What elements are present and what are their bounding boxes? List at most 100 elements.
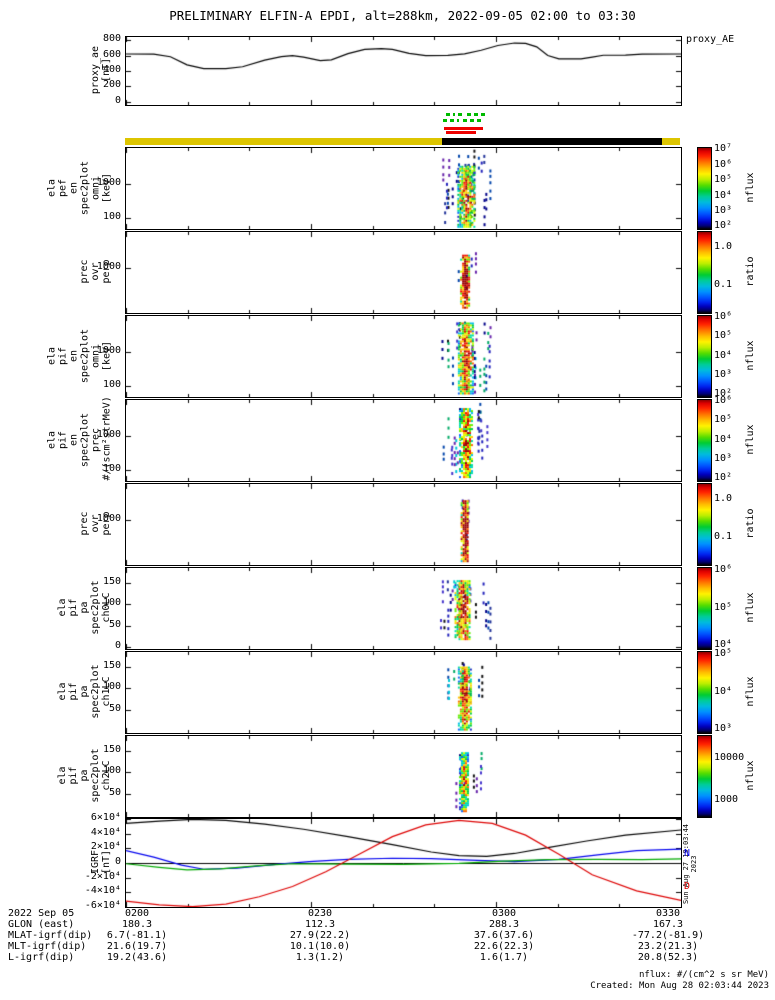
orbit-track-bar <box>125 138 442 145</box>
colorbar-label-pif_pa_ch0LC: 10⁴ <box>714 638 733 650</box>
panel-pif_en_omni <box>125 315 682 398</box>
colorbar-label-pif_en_prec: 10² <box>714 471 733 483</box>
footer-flux-units: nflux: #/(cm^2 s sr MeV) <box>638 970 769 980</box>
ytick-label-igrf: 6×10⁴ <box>90 812 121 823</box>
colorbar-title-prec_ovr_perp_1: ratio <box>744 256 756 287</box>
orbit-track-bar <box>441 138 663 145</box>
plot-area-pef_en_omni <box>126 148 681 229</box>
colorbar-label-pif_en_omni: 10³ <box>714 368 733 380</box>
ytick-label-pif_en_omni: 1000 <box>96 344 121 356</box>
colorbar-label-prec_ovr_perp_2: 1.0 <box>714 493 733 505</box>
colorbar-label-pif_en_omni: 10² <box>714 387 733 399</box>
colorbar-label-pif_en_prec: 10⁶ <box>714 395 733 407</box>
plot-area-pif_pa_ch0LC <box>126 568 681 649</box>
ytick-label-pif_en_prec: 1000 <box>96 428 121 440</box>
burst-window-green-bar <box>445 113 456 116</box>
colorbar-pif_en_omni <box>697 315 712 398</box>
ytick-label-pif_pa_ch0LC: 100 <box>102 597 121 609</box>
ephemeris-value: 1.3(1.2) <box>295 952 345 963</box>
panel-prec_ovr_perp_2 <box>125 483 682 566</box>
ephemeris-value: 19.2(43.6) <box>106 952 168 963</box>
panel-pif_en_prec <box>125 399 682 482</box>
ytick-label-proxy_ae: 800 <box>102 33 121 45</box>
plot-timestamp-sidenote: Sun Aug 27 19:03:44 2023 <box>682 823 698 905</box>
proxy-ae-legend: proxy_AE <box>686 34 735 45</box>
colorbar-label-pif_en_prec: 10⁴ <box>714 433 733 445</box>
ytick-label-pif_pa_ch0LC: 0 <box>114 639 121 651</box>
ephemeris-value: 21.6(19.7) <box>106 941 168 952</box>
ytick-label-igrf: -6×10⁴ <box>84 900 121 911</box>
ytick-label-pef_en_omni: 100 <box>102 211 121 223</box>
ytick-label-proxy_ae: 600 <box>102 48 121 60</box>
panel-ylabel-pif_pa_ch0LC: ela pif pa spec2plot ch0LC <box>57 580 112 635</box>
ephemeris-value: 37.6(37.6) <box>473 930 535 941</box>
ephemeris-value: 167.3 <box>652 919 684 930</box>
plot-area-prec_ovr_perp_2 <box>126 484 681 565</box>
colorbar-label-prec_ovr_perp_1: 0.1 <box>714 279 733 291</box>
ytick-label-proxy_ae: 0 <box>114 94 121 106</box>
colorbar-label-prec_ovr_perp_1: 1.0 <box>714 241 733 253</box>
colorbar-title-pif_en_omni: nflux <box>744 340 756 371</box>
colorbar-title-pef_en_omni: nflux <box>744 172 756 203</box>
plot-area-pif_pa_ch2LC <box>126 736 681 817</box>
colorbar-pif_pa_ch0LC <box>697 567 712 650</box>
panel-ylabel-pif_en_prec: ela pif en spec2plot prec #/(scm²strMeV) <box>46 395 112 480</box>
ephemeris-value: 0230 <box>307 908 333 919</box>
plot-area-igrf <box>126 819 681 907</box>
panel-pif_pa_ch2LC <box>125 735 682 818</box>
burst-window-green-bar <box>466 113 487 116</box>
ytick-label-pif_pa_ch0LC: 50 <box>108 618 121 630</box>
panel-pif_pa_ch0LC <box>125 567 682 650</box>
ephemeris-row-label: 2022 Sep 05 <box>8 908 75 919</box>
colorbar-label-pif_en_omni: 10⁴ <box>714 349 733 361</box>
burst-window-green-bar <box>462 119 483 122</box>
ytick-label-pif_pa_ch1LC: 150 <box>102 659 121 671</box>
ytick-label-proxy_ae: 400 <box>102 64 121 75</box>
colorbar-prec_ovr_perp_1 <box>697 231 712 314</box>
colorbar-label-pif_pa_ch1LC: 10³ <box>714 722 733 734</box>
colorbar-label-pif_pa_ch1LC: 10⁴ <box>714 685 733 697</box>
ephemeris-value: 23.2(21.3) <box>637 941 699 952</box>
ephemeris-value: 20.8(52.3) <box>637 952 699 963</box>
ytick-label-prec_ovr_perp_2: 1000 <box>96 512 121 524</box>
plot-area-pif_en_omni <box>126 316 681 397</box>
colorbar-label-pef_en_omni: 10² <box>714 219 733 231</box>
burst-window-green-bar <box>458 113 462 116</box>
panel-ylabel-pif_pa_ch2LC: ela pif pa spec2plot ch2LC <box>57 748 112 803</box>
burst-window-red-bar <box>445 131 476 134</box>
colorbar-pef_en_omni <box>697 147 712 230</box>
colorbar-pif_pa_ch1LC <box>697 651 712 734</box>
ytick-label-pif_pa_ch1LC: 100 <box>102 681 121 693</box>
colorbar-label-pif_en_prec: 10³ <box>714 452 733 464</box>
ytick-label-igrf: -2×10⁴ <box>84 870 121 882</box>
panel-ylabel-igrf: IGRF [nT] <box>90 849 112 875</box>
panel-pif_pa_ch1LC <box>125 651 682 734</box>
panel-igrf <box>125 818 682 908</box>
ytick-label-igrf: -4×10⁴ <box>84 885 121 897</box>
colorbar-title-prec_ovr_perp_2: ratio <box>744 508 756 539</box>
orbit-track-bar <box>662 138 680 145</box>
colorbar-label-pef_en_omni: 10⁵ <box>714 174 733 186</box>
ephemeris-row-label: GLON (east) <box>8 919 75 930</box>
ephemeris-value: 22.6(22.3) <box>473 941 535 952</box>
ytick-label-pif_pa_ch2LC: 50 <box>108 786 121 798</box>
colorbar-title-pif_pa_ch0LC: nflux <box>744 592 756 623</box>
ephemeris-value: 288.3 <box>488 919 520 930</box>
colorbar-label-pif_en_prec: 10⁵ <box>714 414 733 426</box>
panel-ylabel-pif_en_omni: ela pif en spec2plot omni [keV] <box>46 328 112 383</box>
ephemeris-value: 0300 <box>491 908 517 919</box>
panel-ylabel-prec_ovr_perp_2: prec ovr perp <box>79 511 112 536</box>
ephemeris-value: 27.9(22.2) <box>289 930 351 941</box>
figure-title: PRELIMINARY ELFIN-A EPDI, alt=288km, 202… <box>169 8 636 23</box>
ephemeris-value: 10.1(10.0) <box>289 941 351 952</box>
colorbar-label-prec_ovr_perp_2: 0.1 <box>714 531 733 543</box>
ytick-label-proxy_ae: 200 <box>102 79 121 91</box>
footer-created-timestamp: Created: Mon Aug 28 02:03:44 2023 <box>590 981 769 991</box>
colorbar-label-pif_en_omni: 10⁶ <box>714 311 733 323</box>
colorbar-prec_ovr_perp_2 <box>697 483 712 566</box>
panel-ylabel-pif_pa_ch1LC: ela pif pa spec2plot ch1LC <box>57 664 112 719</box>
plot-area-pif_pa_ch1LC <box>126 652 681 733</box>
ytick-label-pif_pa_ch1LC: 50 <box>108 702 121 714</box>
colorbar-pif_pa_ch2LC <box>697 735 712 818</box>
ephemeris-value: -77.2(-81.9) <box>631 930 705 941</box>
